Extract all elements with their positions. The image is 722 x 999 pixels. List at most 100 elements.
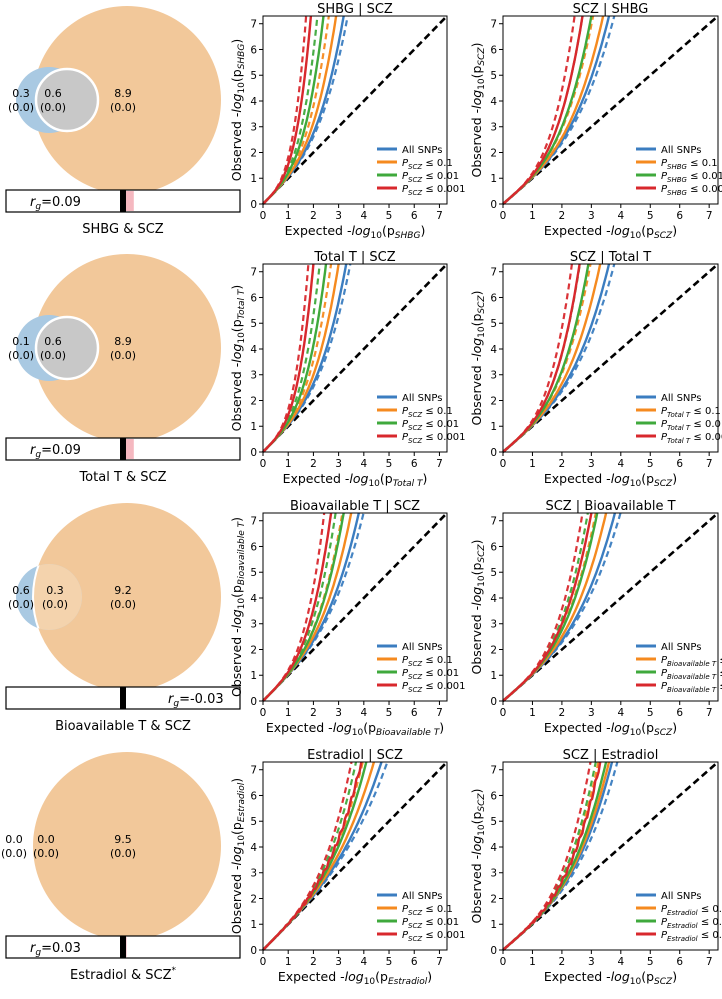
y-tick-label: 0 (490, 199, 497, 211)
ylabel-close: ) (229, 39, 244, 44)
venn-overlap (32, 564, 82, 630)
series-expected-3 (503, 762, 592, 950)
ylabel-close: ) (229, 778, 244, 783)
ylabel-close: ) (469, 290, 484, 295)
legend-threshold: ≤ 0.1 (690, 406, 721, 417)
legend-label-2: PBioavailable T ≤ 0.01 (661, 668, 722, 681)
y-tick-label: 6 (490, 44, 497, 56)
legend-label-2: PSCZ ≤ 0.01 (402, 171, 459, 184)
ylabel-var: Estradiol (237, 782, 247, 822)
legend-label-1: PSHBG ≤ 0.1 (661, 158, 718, 171)
y-tick-label: 5 (250, 70, 257, 82)
xlabel-close: ) (672, 471, 677, 486)
xlabel-paren: (p (641, 969, 654, 984)
y-tick-label: 1 (250, 670, 257, 682)
x-axis-label: Expected -log10(pSCZ) (544, 969, 677, 987)
series-line-3 (503, 16, 584, 204)
y-axis-label: Observed -log10(pEstradiol) (229, 778, 247, 934)
legend-threshold: ≤ 0.001 (690, 432, 722, 443)
caption-mark: * (171, 966, 176, 976)
x-tick-label: 2 (559, 707, 566, 719)
x-tick-label: 3 (588, 210, 595, 222)
y-tick-label: 1 (490, 421, 497, 433)
legend-threshold: ≤ 0.01 (422, 668, 459, 679)
ylabel-log: log (229, 344, 244, 363)
y-tick-label: 2 (490, 395, 497, 407)
xlabel-var: Bioavailable T (376, 728, 441, 738)
legend-label-0: All SNPs (661, 145, 701, 156)
y-tick-label: 0 (490, 447, 497, 459)
x-tick-label: 6 (411, 707, 418, 719)
y-tick-label: 6 (250, 292, 257, 304)
panel-title: SCZ | Bioavailable T (545, 499, 675, 514)
xlabel-var: Total T (393, 479, 424, 489)
xlabel-base: 10 (368, 479, 380, 489)
x-tick-label: 4 (617, 707, 624, 719)
series-group (503, 264, 616, 452)
x-tick-label: 0 (500, 707, 507, 719)
xlabel-paren: (p (382, 223, 395, 238)
y-tick-label: 3 (250, 122, 257, 134)
legend-p: P (402, 158, 409, 169)
y-tick-label: 7 (490, 19, 497, 31)
legend-var: Bioavailable T (667, 660, 717, 668)
venn-shared-se: (0.0) (33, 847, 59, 860)
venn-caption: Bioavailable T & SCZ (55, 719, 191, 734)
xlabel-base: 10 (630, 479, 642, 489)
legend-threshold: ≤ 0.1 (698, 904, 722, 915)
series-line-3 (503, 513, 593, 701)
ylabel-log: log (229, 93, 244, 112)
venn-shared-value: 0.6 (44, 87, 62, 100)
y-tick-label: 3 (250, 619, 257, 631)
venn-right-se: (0.0) (110, 847, 136, 860)
xlabel-log: log (333, 720, 352, 735)
axes-frame (262, 15, 448, 205)
x-tick-label: 1 (285, 707, 292, 719)
ylabel-paren: (p (229, 319, 244, 332)
legend-var: Total T (667, 411, 691, 419)
legend-threshold: ≤ 0.01 (698, 917, 722, 928)
legend-label-1: PSCZ ≤ 0.1 (402, 158, 453, 171)
y-axis-label: Observed -log10(pSCZ) (469, 539, 487, 674)
venn-shared-value: 0.3 (46, 584, 64, 597)
xlabel-prefix: Expected - (544, 471, 611, 486)
legend-label-0: All SNPs (402, 145, 442, 156)
series-expected-2 (503, 16, 584, 204)
y-tick-label: 1 (250, 421, 257, 433)
diagonal-reference-line (502, 15, 719, 205)
legend-threshold: ≤ 0.001 (687, 184, 722, 195)
y-tick-label: 4 (250, 593, 257, 605)
ylabel-close: ) (469, 42, 484, 47)
axes-frame (502, 761, 719, 951)
rg-label: rg=0.09 (30, 443, 81, 460)
x-tick-label: 2 (310, 458, 317, 470)
legend-text: All SNPs (661, 145, 701, 156)
legend-text: All SNPs (402, 145, 442, 156)
legend-threshold: ≤ 0.001 (422, 681, 465, 692)
y-tick-label: 0 (250, 696, 257, 708)
x-tick-label: 2 (559, 210, 566, 222)
series-group (503, 762, 619, 950)
x-tick-label: 7 (706, 458, 713, 470)
legend-label-1: PTotal T ≤ 0.1 (661, 406, 721, 419)
qq-panel-3-0: 0 1 2 3 4 5 6 7 0 1 2 3 4 5 6 7 Estradiol | SCZ Expected … (229, 748, 466, 987)
venn-caption: Total T & SCZ (78, 470, 166, 485)
legend-label-0: All SNPs (661, 393, 701, 404)
legend-var: Bioavailable T (667, 673, 717, 681)
xlabel-prefix: Expected - (266, 720, 333, 735)
venn-right-value: 9.2 (114, 584, 132, 597)
ylabel-var: SCZ (477, 793, 487, 812)
x-tick-label: 5 (647, 210, 654, 222)
legend-label-0: All SNPs (402, 891, 442, 902)
legend-p: P (402, 930, 409, 941)
series-line-0 (263, 762, 383, 950)
x-axis-label: Expected -log10(pSCZ) (544, 471, 677, 489)
rg-bar-center (120, 190, 126, 212)
rg-subscript: g (35, 948, 41, 958)
y-tick-label: 4 (490, 593, 497, 605)
axes-frame (262, 512, 448, 702)
venn-circle-scz (33, 503, 221, 691)
legend-threshold: ≤ 0.1 (422, 655, 453, 666)
caption-text: Estradiol & SCZ (70, 968, 172, 983)
